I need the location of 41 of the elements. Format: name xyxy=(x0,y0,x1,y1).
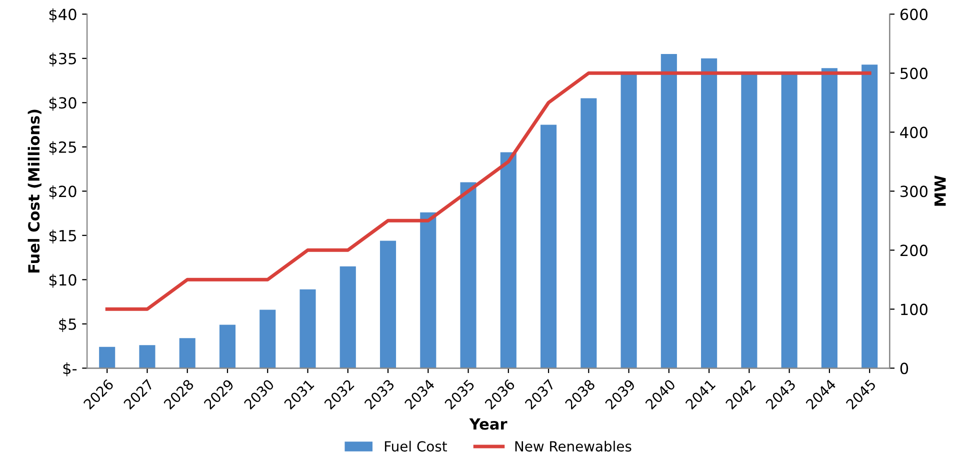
bar xyxy=(580,98,597,368)
bar xyxy=(500,152,516,368)
y2-tick-label: 600 xyxy=(900,8,928,20)
bar xyxy=(741,72,758,368)
bar xyxy=(701,58,718,368)
y-tick-label: $25 xyxy=(49,141,76,155)
y2-tick-label: 400 xyxy=(900,126,928,138)
bar xyxy=(862,64,878,368)
bar xyxy=(620,72,637,368)
bar xyxy=(821,68,838,368)
legend-label: Fuel Cost xyxy=(384,440,447,452)
bar xyxy=(340,266,356,368)
bar xyxy=(380,240,396,368)
y2-tick-label: 500 xyxy=(900,68,928,80)
bar xyxy=(260,310,276,368)
bar xyxy=(540,124,557,368)
y-tick-label: $30 xyxy=(49,96,76,111)
y2-axis-title: MW xyxy=(934,176,946,206)
y-axis-title: Fuel Cost (Millions) xyxy=(28,110,42,272)
y-tick-label: $10 xyxy=(49,274,76,288)
y-tick-label: $40 xyxy=(49,8,76,22)
bar xyxy=(219,324,236,368)
y2-tick-label: 100 xyxy=(901,304,928,316)
bar xyxy=(660,54,677,368)
bar xyxy=(139,345,156,368)
bar xyxy=(179,338,196,368)
bar xyxy=(99,346,116,368)
y2-tick-label: 300 xyxy=(900,186,928,198)
bar xyxy=(420,212,436,368)
line-series xyxy=(105,71,872,311)
y-tick-label: $15 xyxy=(49,230,76,244)
bar xyxy=(460,182,476,368)
y-tick-label: $35 xyxy=(49,52,76,66)
y-tick-label: $20 xyxy=(49,185,76,200)
y2-tick-label: 0 xyxy=(900,362,908,374)
y-tick-label: $- xyxy=(63,362,77,376)
bar xyxy=(300,289,316,368)
y-tick-label: $5 xyxy=(59,318,76,332)
legend-label: New Renewables xyxy=(515,440,632,452)
y2-tick-label: 200 xyxy=(900,244,928,256)
x-axis-title: Year xyxy=(469,418,508,430)
